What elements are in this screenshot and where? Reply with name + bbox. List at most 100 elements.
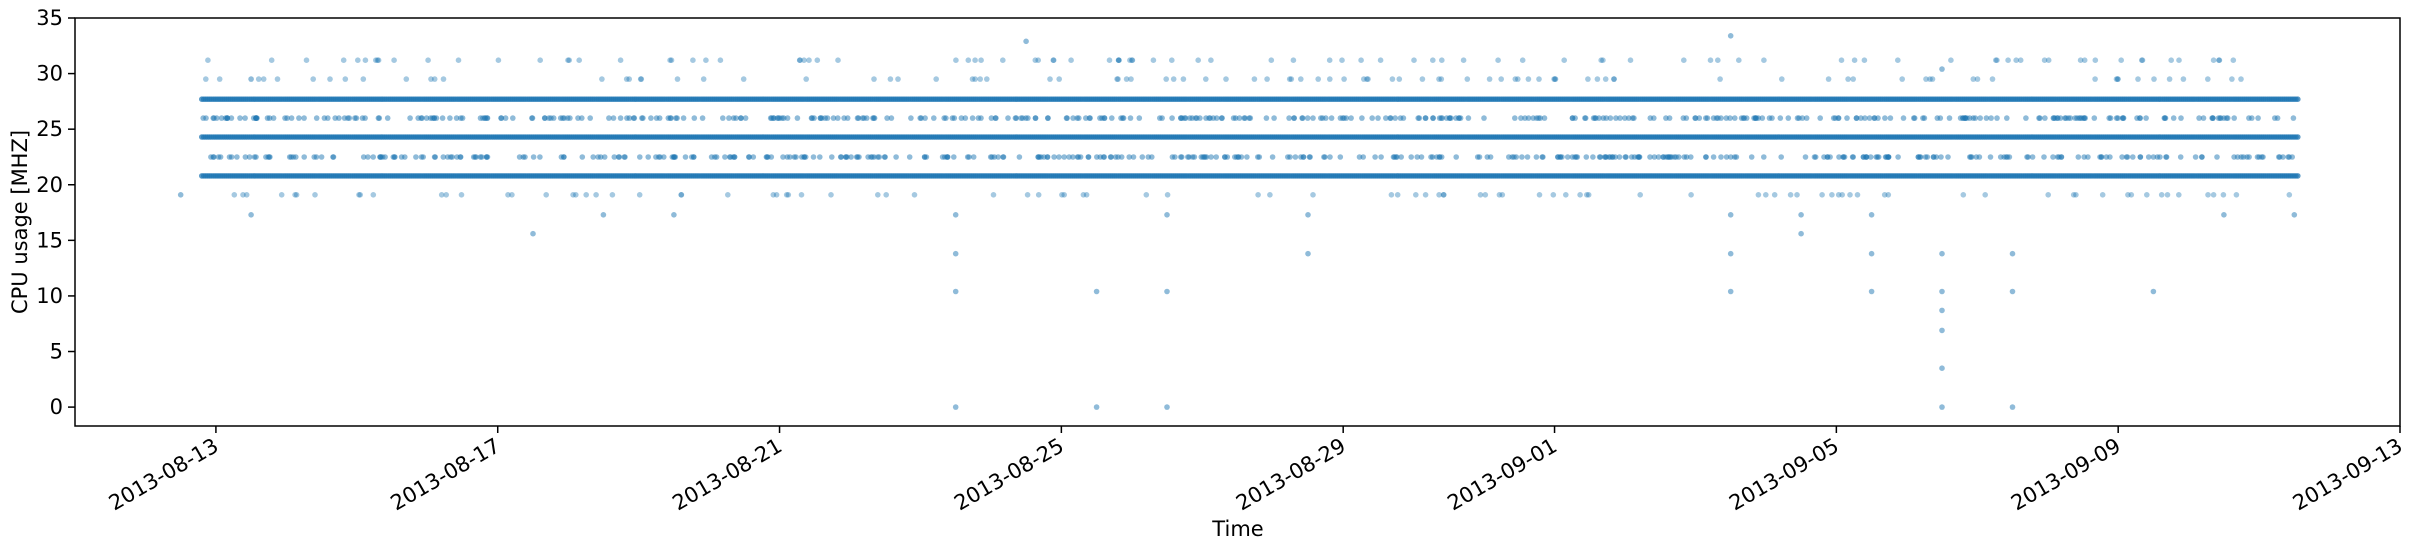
- data-point: [883, 192, 889, 198]
- data-point: [1118, 154, 1125, 160]
- data-point: [265, 154, 272, 160]
- data-point: [1802, 154, 1809, 160]
- data-point: [1717, 76, 1723, 82]
- data-point: [661, 154, 667, 160]
- data-point: [1164, 212, 1170, 218]
- data-point: [311, 154, 318, 160]
- data-point: [617, 115, 624, 121]
- data-point: [1847, 192, 1853, 198]
- data-point: [1430, 57, 1436, 63]
- data-point: [1300, 154, 1307, 160]
- data-point: [2180, 76, 2187, 82]
- data-point: [2256, 154, 2262, 160]
- data-point: [2137, 154, 2144, 160]
- data-point: [1375, 115, 1381, 121]
- data-point: [722, 154, 728, 160]
- data-point: [1569, 154, 1576, 160]
- data-point: [2118, 57, 2124, 63]
- data-point: [1948, 57, 1954, 63]
- data-point: [1358, 57, 1364, 63]
- data-point: [1290, 57, 1297, 63]
- data-point: [871, 115, 877, 121]
- data-point: [977, 76, 983, 82]
- data-point: [2255, 115, 2261, 121]
- data-point: [835, 57, 841, 63]
- data-point: [995, 154, 1001, 160]
- data-point: [1223, 76, 1229, 82]
- data-point: [2004, 115, 2010, 121]
- data-point: [2125, 192, 2131, 198]
- data-point: [375, 57, 382, 63]
- data-point: [764, 154, 770, 160]
- data-point: [1093, 404, 1100, 410]
- data-point: [440, 76, 447, 82]
- data-point: [1987, 154, 1994, 160]
- data-point: [2216, 57, 2223, 63]
- data-point: [2221, 212, 2227, 218]
- data-point: [2210, 57, 2217, 63]
- data-point: [1307, 154, 1313, 160]
- data-point: [1286, 76, 1293, 82]
- data-point: [951, 154, 957, 160]
- data-point: [1269, 154, 1276, 160]
- data-point: [623, 76, 630, 82]
- data-point: [2114, 76, 2121, 82]
- data-point: [1825, 76, 1832, 82]
- data-point: [1874, 154, 1881, 160]
- data-point: [1794, 115, 1801, 121]
- data-point: [888, 115, 895, 121]
- data-point: [1292, 154, 1299, 160]
- data-point: [965, 57, 972, 63]
- data-point: [243, 192, 250, 198]
- data-point: [1850, 76, 1856, 82]
- data-point: [457, 154, 464, 160]
- data-point: [1787, 192, 1794, 198]
- data-point: [447, 115, 453, 121]
- data-point: [1198, 154, 1205, 160]
- data-point: [1748, 154, 1755, 160]
- data-point: [2230, 57, 2237, 63]
- data-point: [2139, 57, 2146, 63]
- data-point: [355, 57, 361, 63]
- data-point: [944, 154, 951, 160]
- data-point: [611, 154, 618, 160]
- data-point: [1844, 115, 1850, 121]
- data-point: [793, 154, 799, 160]
- data-point: [1803, 115, 1810, 121]
- data-point: [1127, 57, 1133, 63]
- data-point: [667, 57, 673, 63]
- data-point: [1930, 154, 1937, 160]
- data-point: [1994, 115, 2000, 121]
- data-point: [1164, 404, 1170, 410]
- data-point: [1512, 115, 1518, 121]
- data-point: [1061, 154, 1067, 160]
- data-point: [1000, 154, 1007, 160]
- data-point: [1939, 404, 1945, 410]
- data-point: [1868, 212, 1875, 218]
- x-axis-title: Time: [1211, 517, 1263, 541]
- data-point: [1923, 76, 1929, 82]
- data-point: [2042, 115, 2048, 121]
- data-point: [1164, 288, 1170, 295]
- data-point: [952, 212, 959, 218]
- data-point: [1481, 115, 1487, 121]
- data-point: [609, 192, 616, 198]
- data-point: [653, 115, 660, 121]
- data-point: [1561, 57, 1567, 63]
- data-point: [2295, 134, 2301, 140]
- data-point: [1976, 154, 1983, 160]
- data-point: [1178, 154, 1184, 160]
- data-point: [674, 76, 681, 82]
- data-point: [636, 192, 643, 198]
- data-point: [599, 76, 605, 82]
- data-point: [1885, 154, 1892, 160]
- data-point: [595, 154, 601, 160]
- data-point: [691, 115, 698, 121]
- data-point: [814, 57, 821, 63]
- data-point: [680, 115, 687, 121]
- data-point: [671, 212, 677, 218]
- data-point: [1474, 154, 1481, 160]
- data-point: [829, 154, 835, 160]
- data-point: [1118, 115, 1124, 121]
